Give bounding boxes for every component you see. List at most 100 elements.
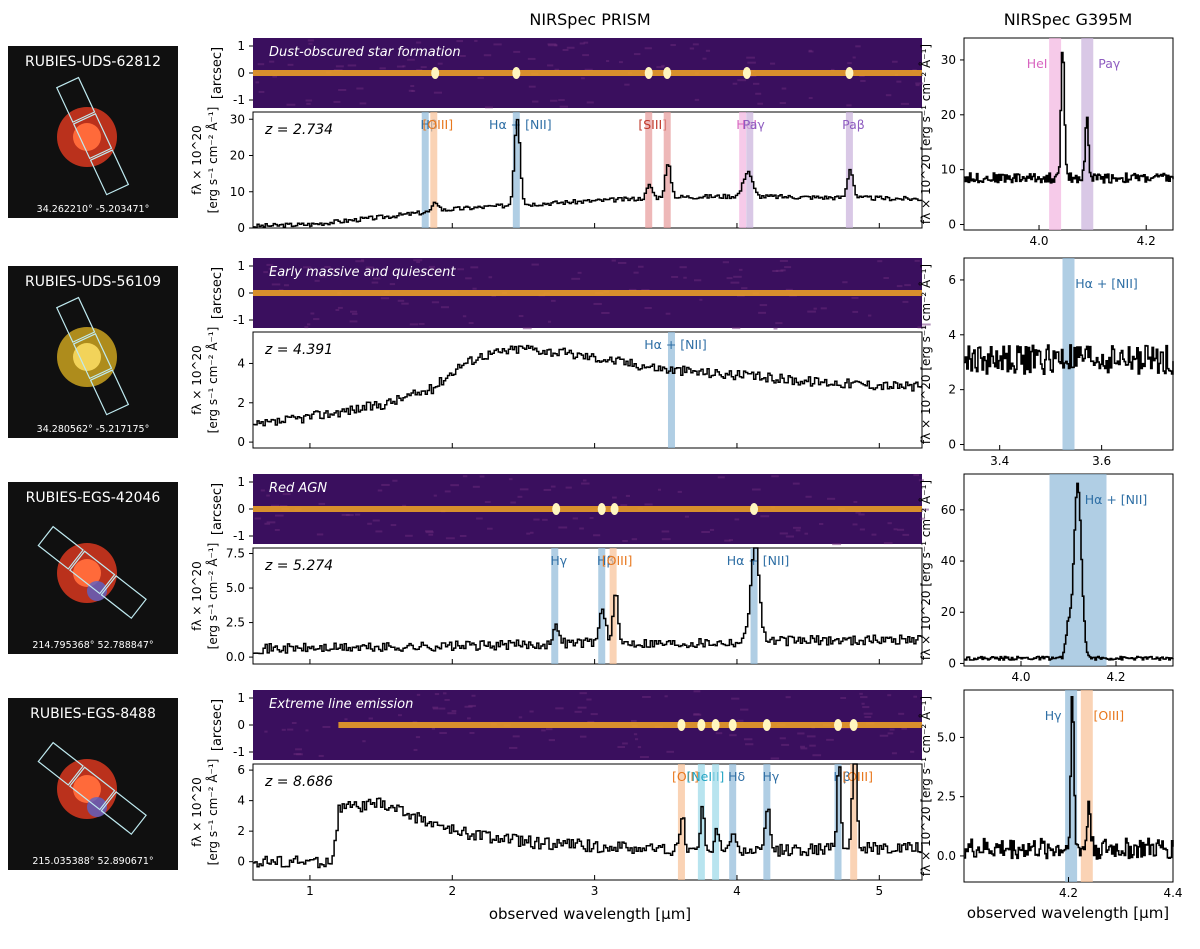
2d-noise: [431, 727, 436, 730]
2d-noise: [622, 539, 628, 542]
2d-noise: [372, 519, 380, 522]
2d-noise: [397, 299, 405, 302]
2d-noise: [577, 706, 587, 709]
ytick-label: 2: [237, 396, 245, 410]
2d-noise: [737, 719, 744, 722]
2d-noise: [344, 49, 348, 52]
2d-noise: [266, 521, 276, 524]
flux-ylabel: fλ × 10^20: [190, 561, 204, 631]
2d-noise: [416, 261, 421, 264]
2d-noise: [582, 479, 587, 482]
2d-noise: [921, 508, 929, 511]
2d-noise: [743, 738, 753, 741]
2d-noise: [902, 533, 910, 536]
2d-noise: [508, 478, 513, 481]
2d-noise: [410, 85, 415, 88]
2d-noise: [558, 99, 565, 102]
xtick-label: 1: [306, 884, 314, 898]
slit-shutter: [37, 525, 84, 570]
2d-noise: [457, 268, 465, 271]
2d-noise: [852, 310, 859, 313]
2d-noise: [295, 748, 302, 751]
2d-noise: [852, 523, 858, 526]
2d-noise: [462, 475, 468, 478]
2d-noise: [862, 706, 870, 709]
2d-noise: [819, 522, 824, 525]
2d-noise: [731, 697, 740, 700]
2d-noise: [579, 735, 587, 738]
g395m-ylabel: fλ × 10^20 [erg s⁻¹ cm⁻² Å⁻¹]: [918, 696, 933, 876]
line-label: [OIII]: [1093, 708, 1124, 723]
2d-noise: [625, 494, 631, 497]
line-band: [850, 764, 858, 880]
2d-noise: [724, 539, 731, 542]
ytick-label: 7.5: [226, 547, 245, 561]
2d-noise: [913, 474, 920, 477]
galaxy-center: [73, 559, 101, 587]
redshift-label: z = 2.734: [264, 122, 333, 138]
2d-emission-knot: [728, 719, 737, 731]
2d-noise: [732, 82, 738, 85]
2d-noise: [779, 102, 786, 105]
line-label: [OIII]: [602, 553, 633, 568]
line-band: [729, 764, 737, 880]
2d-ytick-label: -1: [233, 93, 245, 107]
2d-noise: [792, 482, 800, 485]
2d-noise: [444, 698, 450, 701]
2d-noise: [918, 479, 924, 482]
2d-noise: [349, 310, 358, 313]
2d-noise: [893, 528, 898, 531]
prism-row-4: RUBIES-EGS-8488 215.035388° 52.890671° Ext…: [8, 690, 923, 898]
2d-noise: [316, 533, 324, 536]
2d-noise: [806, 735, 816, 738]
2d-noise: [474, 39, 478, 42]
flux-trace: [964, 482, 1174, 661]
2d-emission-knot: [677, 719, 686, 731]
line-band: [551, 548, 559, 664]
2d-noise: [775, 322, 783, 325]
2d-noise: [593, 302, 602, 305]
2d-noise: [726, 277, 733, 280]
line-label: Hγ: [1045, 708, 1062, 723]
2d-noise: [900, 102, 909, 105]
2d-noise: [432, 706, 439, 709]
ytick-label: 2: [237, 824, 245, 838]
2d-noise: [479, 475, 485, 478]
2d-noise: [547, 320, 552, 323]
slit-shutter: [37, 741, 84, 786]
line-band: [645, 112, 653, 228]
2d-noise: [579, 527, 584, 530]
2d-noise: [528, 85, 536, 88]
2d-noise: [832, 543, 842, 546]
2d-ytick-label: 0: [237, 66, 245, 80]
2d-noise: [389, 283, 396, 286]
line-label: HeI: [1027, 56, 1048, 71]
2d-noise: [427, 268, 436, 271]
2d-noise: [472, 287, 477, 290]
2d-emission-knot: [849, 719, 858, 731]
2d-noise: [879, 734, 889, 737]
2d-noise: [300, 704, 309, 707]
flux-trace: [964, 51, 1174, 184]
line-band: [1049, 474, 1107, 666]
line-band: [609, 548, 617, 664]
2d-noise: [346, 514, 354, 517]
2d-noise: [555, 707, 564, 710]
object-name: RUBIES-UDS-62812: [25, 54, 161, 70]
2d-noise: [517, 495, 523, 498]
2d-noise: [644, 47, 652, 50]
line-band: [739, 112, 747, 228]
1d-spectrum-frame: [252, 763, 923, 881]
2d-noise: [447, 712, 457, 715]
2d-noise: [693, 690, 701, 693]
2d-noise: [733, 275, 742, 278]
msa-slit: [37, 525, 147, 620]
2d-noise: [530, 531, 534, 534]
slit-shutter: [100, 575, 147, 620]
2d-noise: [330, 268, 336, 271]
2d-noise: [795, 529, 801, 532]
2d-noise: [715, 732, 723, 735]
2d-noise: [542, 518, 548, 521]
2d-noise: [306, 323, 311, 326]
galaxy-center: [73, 123, 101, 151]
